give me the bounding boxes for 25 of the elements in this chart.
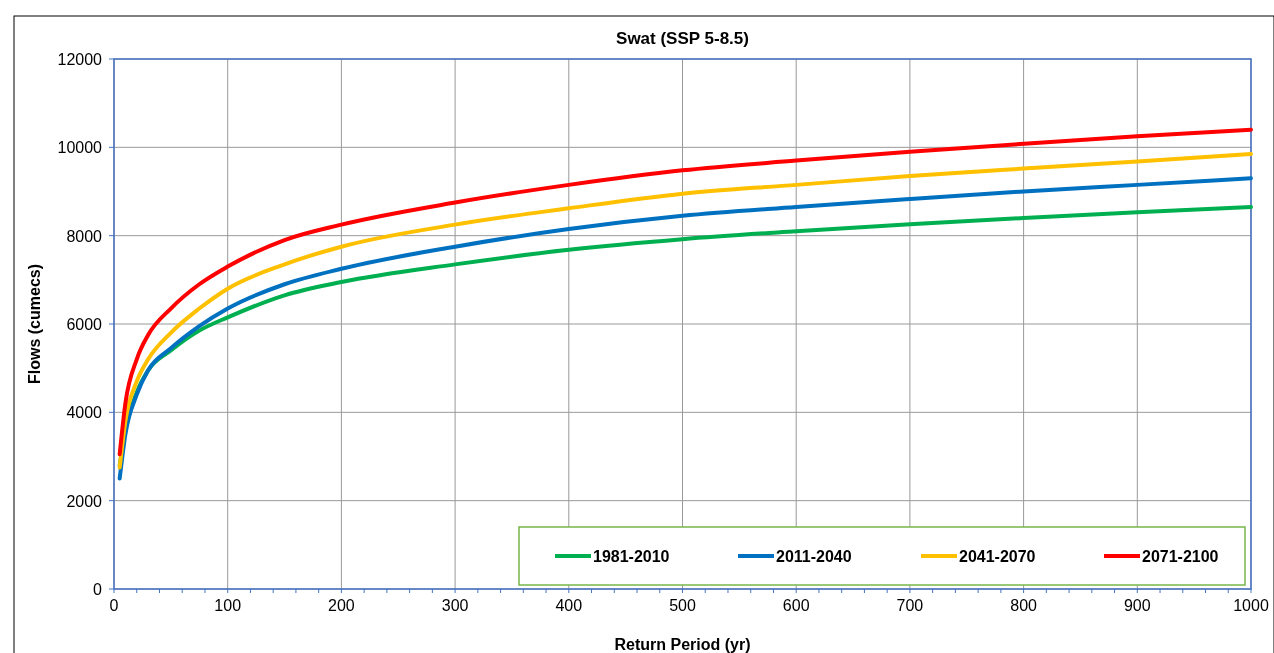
y-tick-label: 6000 xyxy=(66,316,103,333)
legend-label: 2071-2100 xyxy=(1142,548,1219,565)
x-tick-label: 700 xyxy=(896,597,924,614)
x-tick-label: 500 xyxy=(669,597,696,614)
x-tick-label: 600 xyxy=(782,597,810,614)
y-tick-label: 12000 xyxy=(57,51,103,68)
chart-title: Swat (SSP 5-8.5) xyxy=(616,29,749,48)
x-tick-label: 1000 xyxy=(1233,597,1269,614)
x-tick-label: 800 xyxy=(1010,597,1038,614)
y-tick-label: 2000 xyxy=(66,492,103,510)
x-tick-label: 400 xyxy=(555,597,583,614)
x-axis-title: Return Period (yr) xyxy=(614,636,751,653)
legend-label: 1981-2010 xyxy=(593,548,670,565)
y-tick-label: 4000 xyxy=(66,404,103,422)
y-tick-label: 8000 xyxy=(66,227,103,245)
x-tick-label: 200 xyxy=(328,597,355,614)
legend-label: 2041-2070 xyxy=(959,548,1036,565)
y-tick-label: 10000 xyxy=(57,139,103,157)
x-tick-label: 300 xyxy=(441,597,469,614)
x-tick-label: 0 xyxy=(109,597,119,614)
y-axis-title: Flows (cumecs) xyxy=(26,263,43,385)
y-tick-label: 0 xyxy=(93,581,103,598)
legend-label: 2011-2040 xyxy=(776,548,852,565)
x-tick-label: 900 xyxy=(1123,597,1151,614)
x-tick-label: 100 xyxy=(214,597,242,614)
